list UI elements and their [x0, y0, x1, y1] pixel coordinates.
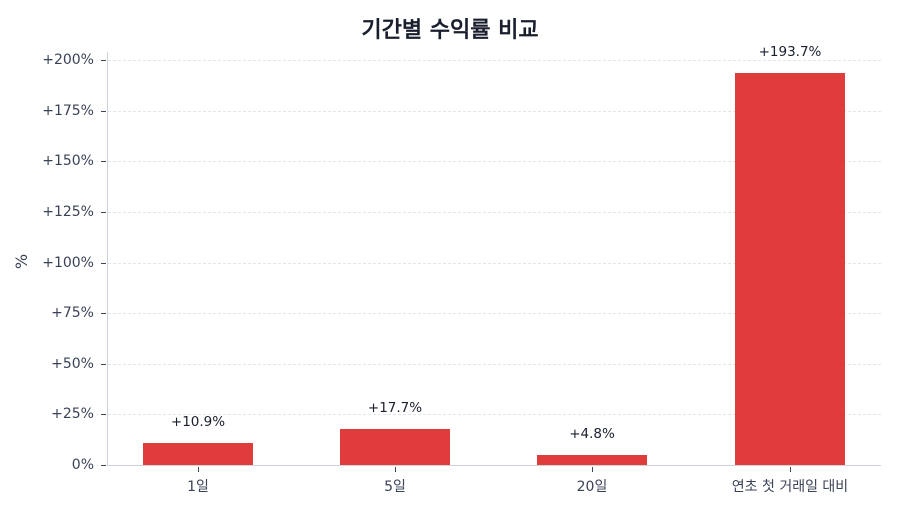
bar [735, 72, 845, 465]
y-tick [101, 212, 106, 213]
gridline [108, 263, 881, 264]
y-tick-label: +175% [42, 103, 94, 119]
y-tick [101, 60, 106, 61]
y-tick-label: +75% [51, 305, 94, 321]
bar [537, 455, 647, 465]
y-tick-label: +200% [42, 52, 94, 68]
bar-value-label: +193.7% [758, 43, 822, 60]
y-tick [101, 465, 106, 466]
y-tick [101, 111, 106, 112]
bar-value-label: +4.8% [569, 426, 615, 443]
y-tick-label: +50% [51, 356, 94, 372]
y-tick [101, 263, 106, 264]
gridline [108, 414, 881, 415]
bar [143, 442, 253, 465]
y-tick-label: +100% [42, 255, 94, 271]
x-axis-line [107, 465, 881, 466]
y-tick-label: 0% [71, 457, 94, 473]
x-tick-label: 5일 [384, 479, 406, 495]
bar [340, 429, 450, 465]
y-axis-label: % [12, 253, 32, 270]
gridline [108, 111, 881, 112]
y-tick [101, 313, 106, 314]
gridline [108, 161, 881, 162]
gridline [108, 60, 881, 61]
gridline [108, 212, 881, 213]
y-tick [101, 414, 106, 415]
x-tick [198, 467, 199, 472]
y-axis-line [107, 52, 108, 466]
chart-title: 기간별 수익률 비교 [361, 18, 539, 43]
bar-value-label: +17.7% [367, 400, 423, 417]
x-tick [790, 467, 791, 472]
x-tick-label: 20일 [576, 479, 608, 495]
gridline [108, 313, 881, 314]
y-tick-label: +125% [42, 204, 94, 220]
gridline [108, 364, 881, 365]
x-tick-label: 연초 첫 거래일 대비 [731, 479, 849, 495]
x-tick-label: 1일 [187, 479, 209, 495]
x-tick [395, 467, 396, 472]
y-tick-label: +150% [42, 153, 94, 169]
y-tick [101, 161, 106, 162]
y-tick-label: +25% [51, 406, 94, 422]
x-tick [592, 467, 593, 472]
bar-value-label: +10.9% [170, 413, 226, 430]
y-tick [101, 364, 106, 365]
